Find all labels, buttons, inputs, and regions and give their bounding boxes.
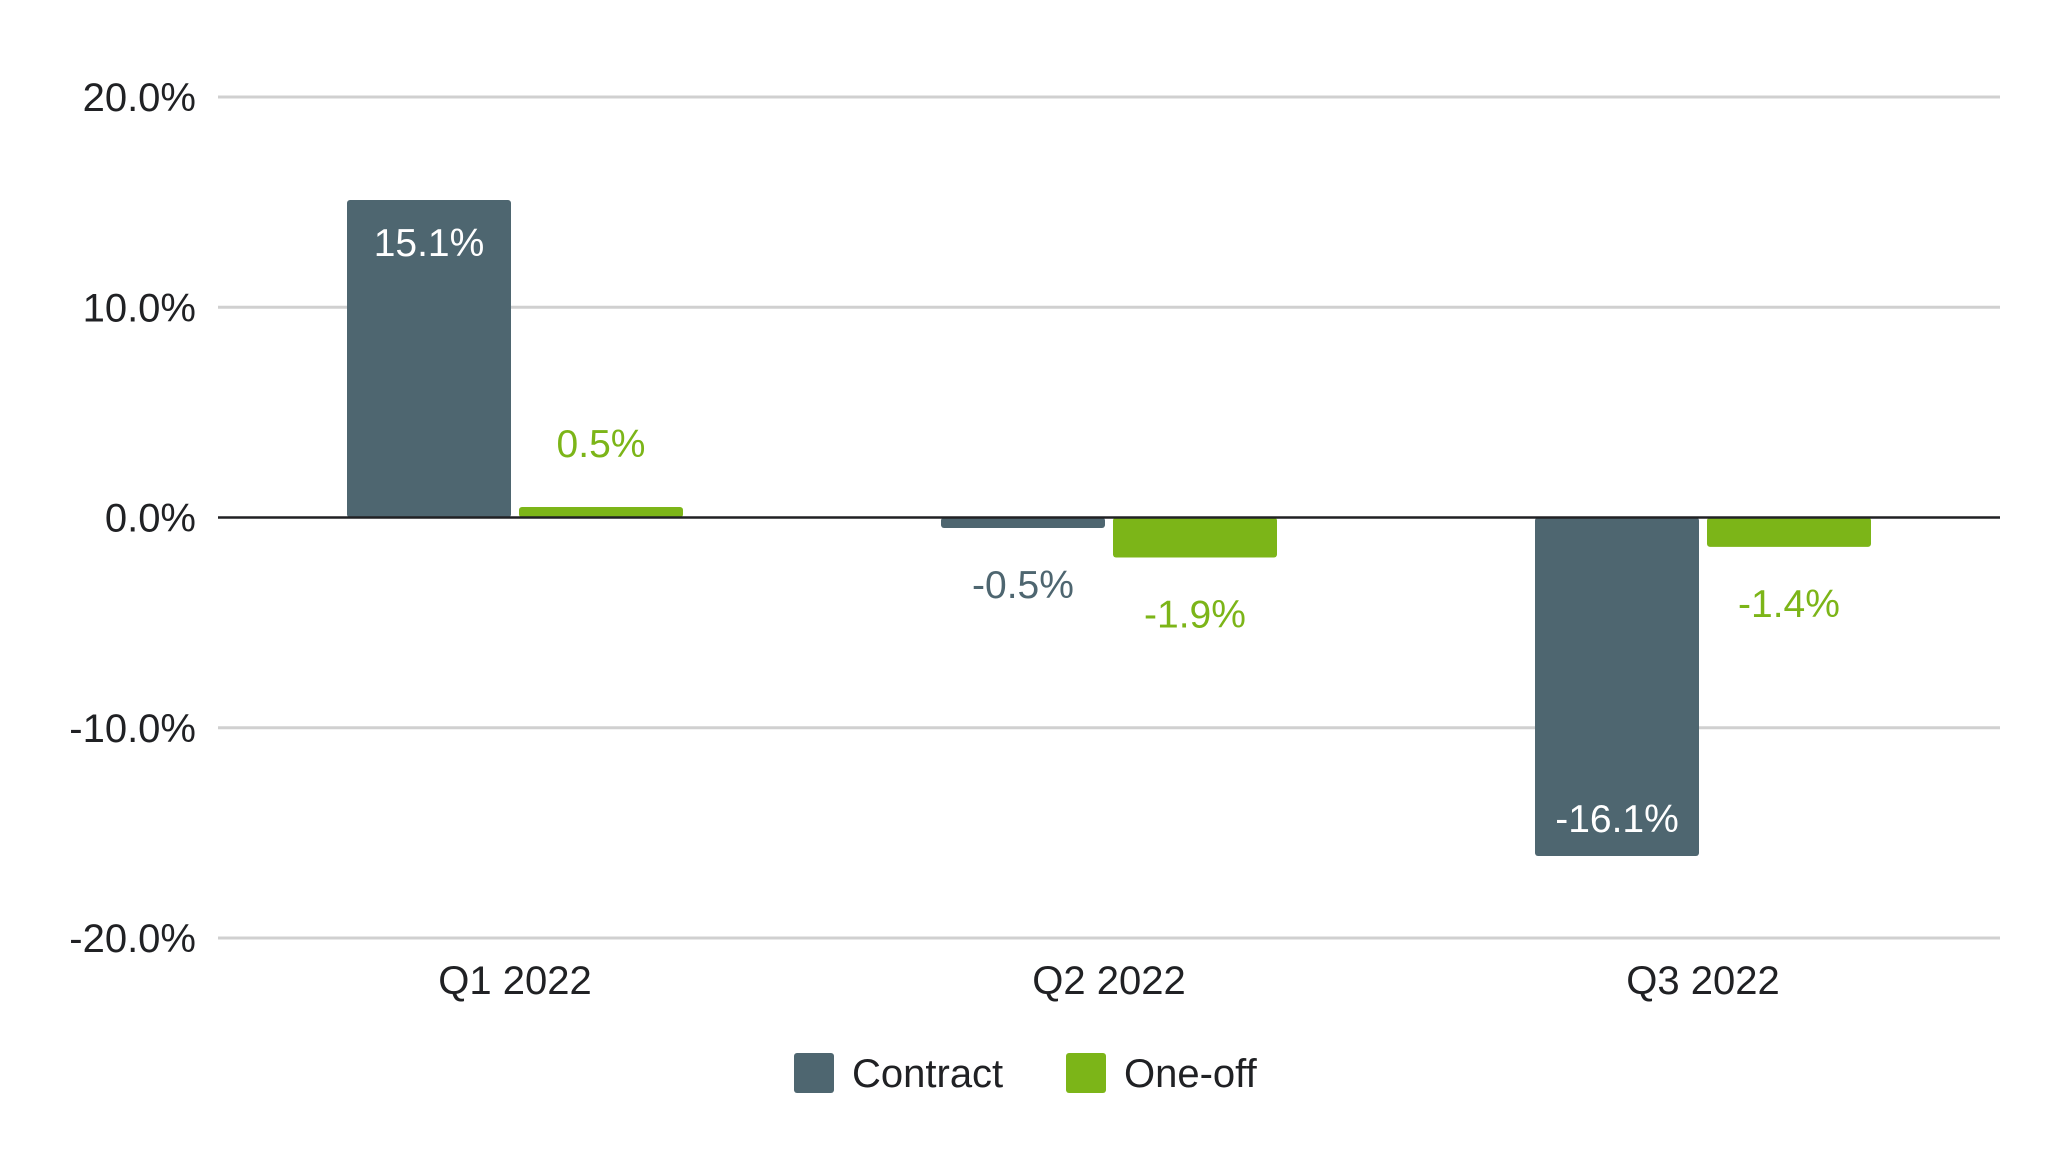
x-axis-ticks: Q1 2022 Q2 2022 Q3 2022 xyxy=(438,959,1779,1003)
y-tick-label: -10.0% xyxy=(69,707,196,751)
x-tick-label: Q1 2022 xyxy=(438,959,591,1003)
data-label: -1.4% xyxy=(1738,583,1840,626)
bar-one-off-3[interactable] xyxy=(1707,517,1871,547)
bars xyxy=(347,200,1871,857)
y-tick-label: -20.0% xyxy=(69,917,196,961)
legend[interactable]: Contract One-off xyxy=(794,1052,1258,1096)
x-tick-label: Q3 2022 xyxy=(1626,959,1779,1003)
legend-swatch xyxy=(794,1053,834,1093)
legend-label: Contract xyxy=(852,1052,1003,1096)
y-tick-label: 20.0% xyxy=(83,76,196,120)
x-tick-label: Q2 2022 xyxy=(1032,959,1185,1003)
data-label: 0.5% xyxy=(557,423,646,466)
legend-swatch xyxy=(1066,1053,1106,1093)
y-tick-label: 10.0% xyxy=(83,286,196,330)
y-tick-label: 0.0% xyxy=(105,497,196,541)
data-label: -16.1% xyxy=(1555,798,1679,841)
data-label: 15.1% xyxy=(374,222,485,265)
y-axis-ticks: 20.0% 10.0% 0.0% -10.0% -20.0% xyxy=(69,76,196,961)
bar-contract-2[interactable] xyxy=(941,517,1105,529)
bar-contract-3[interactable] xyxy=(1535,517,1699,857)
legend-label: One-off xyxy=(1124,1052,1258,1096)
bar-contract-1[interactable] xyxy=(347,200,511,518)
bar-one-off-2[interactable] xyxy=(1113,517,1277,558)
data-label: -1.9% xyxy=(1144,593,1246,636)
data-label: -0.5% xyxy=(972,564,1074,607)
data-labels: 15.1% 0.5% -0.5% -1.9% -16.1% -1.4% xyxy=(374,222,1840,841)
gridlines xyxy=(218,95,2000,940)
legend-item-one-off[interactable]: One-off xyxy=(1066,1052,1258,1096)
bar-one-off-1[interactable] xyxy=(519,506,683,518)
legend-item-contract[interactable]: Contract xyxy=(794,1052,1003,1096)
